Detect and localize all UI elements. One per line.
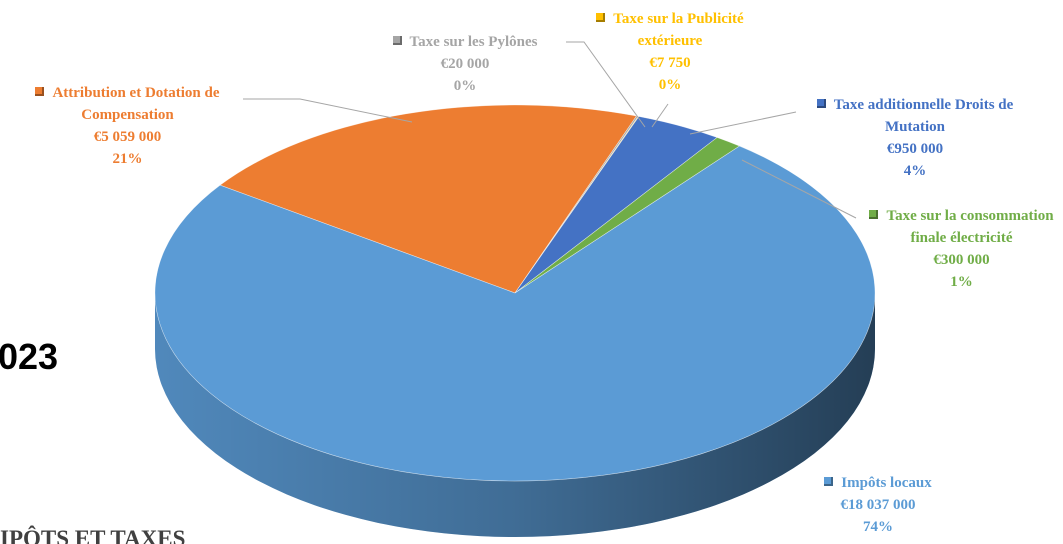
percent-label: 0% [453,78,477,94]
value-label: €300 000 [933,252,990,268]
leader-line [566,41,646,128]
leader-line [243,98,413,123]
percent-label: 21% [112,151,143,167]
data-label: Impôts locaux €18 037 000 74% [778,472,978,538]
leader-lines [243,41,857,219]
title-fragment: 023 [0,336,59,377]
legend-key [35,87,45,96]
slice [154,145,876,482]
side-shade [155,293,875,537]
percent-label: 1% [950,274,973,290]
slice [219,104,637,294]
leader-line [689,111,797,135]
heading-fragment: IPÔTS ET TAXES [0,526,186,544]
category-label: Impôts locaux [841,475,932,491]
category-label: Taxe additionnelle Droits de Mutation [833,97,1014,135]
leader-line [741,159,857,219]
pie [154,104,876,537]
category-label: Taxe sur la consommation finale électric… [886,208,1054,246]
legend-key [824,477,834,486]
percent-label: 0% [658,77,682,93]
category-label: Taxe sur la Publicité extérieure [613,11,744,49]
value-label: €18 037 000 [840,497,916,513]
data-label: Taxe sur la consommation finale électric… [860,205,1063,293]
data-label: Taxe additionnelle Droits de Mutation €95… [800,94,1030,182]
percent-label: 4% [903,163,927,179]
legend-key [869,210,879,219]
legend-key [596,13,606,22]
value-label: €20 000 [440,56,490,72]
value-label: €7 750 [649,55,691,71]
category-label: Taxe sur les Pylônes [409,34,538,50]
data-label: Taxe sur les Pylônes €20 000 0% [355,31,575,97]
leader-line [651,103,669,128]
percent-label: 74% [863,519,893,535]
legend-key [392,36,402,45]
category-label: Attribution et Dotation de Compensation [52,85,220,123]
data-label: Taxe sur la Publicité extérieure €7 750 0% [570,8,770,96]
legend-key [816,99,826,108]
data-label: Attribution et Dotation de Compensation €… [10,82,245,170]
value-label: €950 000 [886,141,944,157]
value-label: €5 059 000 [93,129,162,145]
